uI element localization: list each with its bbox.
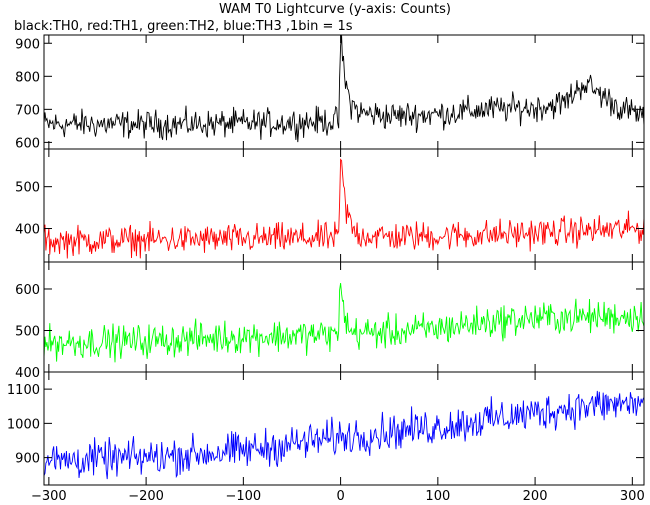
y-tick-label: 400 bbox=[15, 366, 40, 381]
panel-th1: 400 500 bbox=[15, 148, 645, 263]
x-tick-label: 300 bbox=[620, 489, 645, 504]
x-tick-label: 0 bbox=[336, 489, 344, 504]
panel-th0: 600 700 800 900 bbox=[15, 34, 645, 151]
y-tick-label: 600 bbox=[15, 283, 40, 298]
y-tick-label: 900 bbox=[15, 37, 40, 52]
x-tick-label: −200 bbox=[128, 489, 164, 504]
series-line-th3 bbox=[44, 390, 644, 480]
x-axis: −300 −200 −100 0 100 200 300 bbox=[31, 489, 645, 504]
y-tick-label: 1100 bbox=[7, 383, 40, 398]
y-tick-label: 700 bbox=[15, 103, 40, 118]
y-tick-label: 500 bbox=[15, 324, 40, 339]
y-tick-label: 400 bbox=[15, 223, 40, 238]
y-tick-label: 1000 bbox=[7, 417, 40, 432]
y-tick-label: 500 bbox=[15, 181, 40, 196]
y-tick-label: 900 bbox=[15, 452, 40, 467]
x-tick-label: 100 bbox=[425, 489, 450, 504]
panels: 600 700 800 900 400 500 400 500 600 900 1000 1100 bbox=[7, 34, 645, 486]
series-line-th2 bbox=[44, 283, 644, 363]
y-tick-label: 800 bbox=[15, 70, 40, 85]
chart-title: WAM T0 Lightcurve (y-axis: Counts) bbox=[219, 2, 451, 17]
chart-subtitle: black:TH0, red:TH1, green:TH2, blue:TH3 … bbox=[14, 19, 353, 34]
series-line-th0 bbox=[44, 35, 644, 143]
panel-frame bbox=[43, 371, 645, 486]
panel-th3: 900 1000 1100 bbox=[7, 371, 645, 486]
y-tick-label: 600 bbox=[15, 136, 40, 151]
x-tick-label: −300 bbox=[31, 489, 67, 504]
series-line-th1 bbox=[44, 158, 644, 259]
x-tick-label: 200 bbox=[523, 489, 548, 504]
panel-th2: 400 500 600 bbox=[15, 261, 645, 381]
panel-frame bbox=[43, 34, 645, 150]
x-tick-label: −100 bbox=[225, 489, 261, 504]
